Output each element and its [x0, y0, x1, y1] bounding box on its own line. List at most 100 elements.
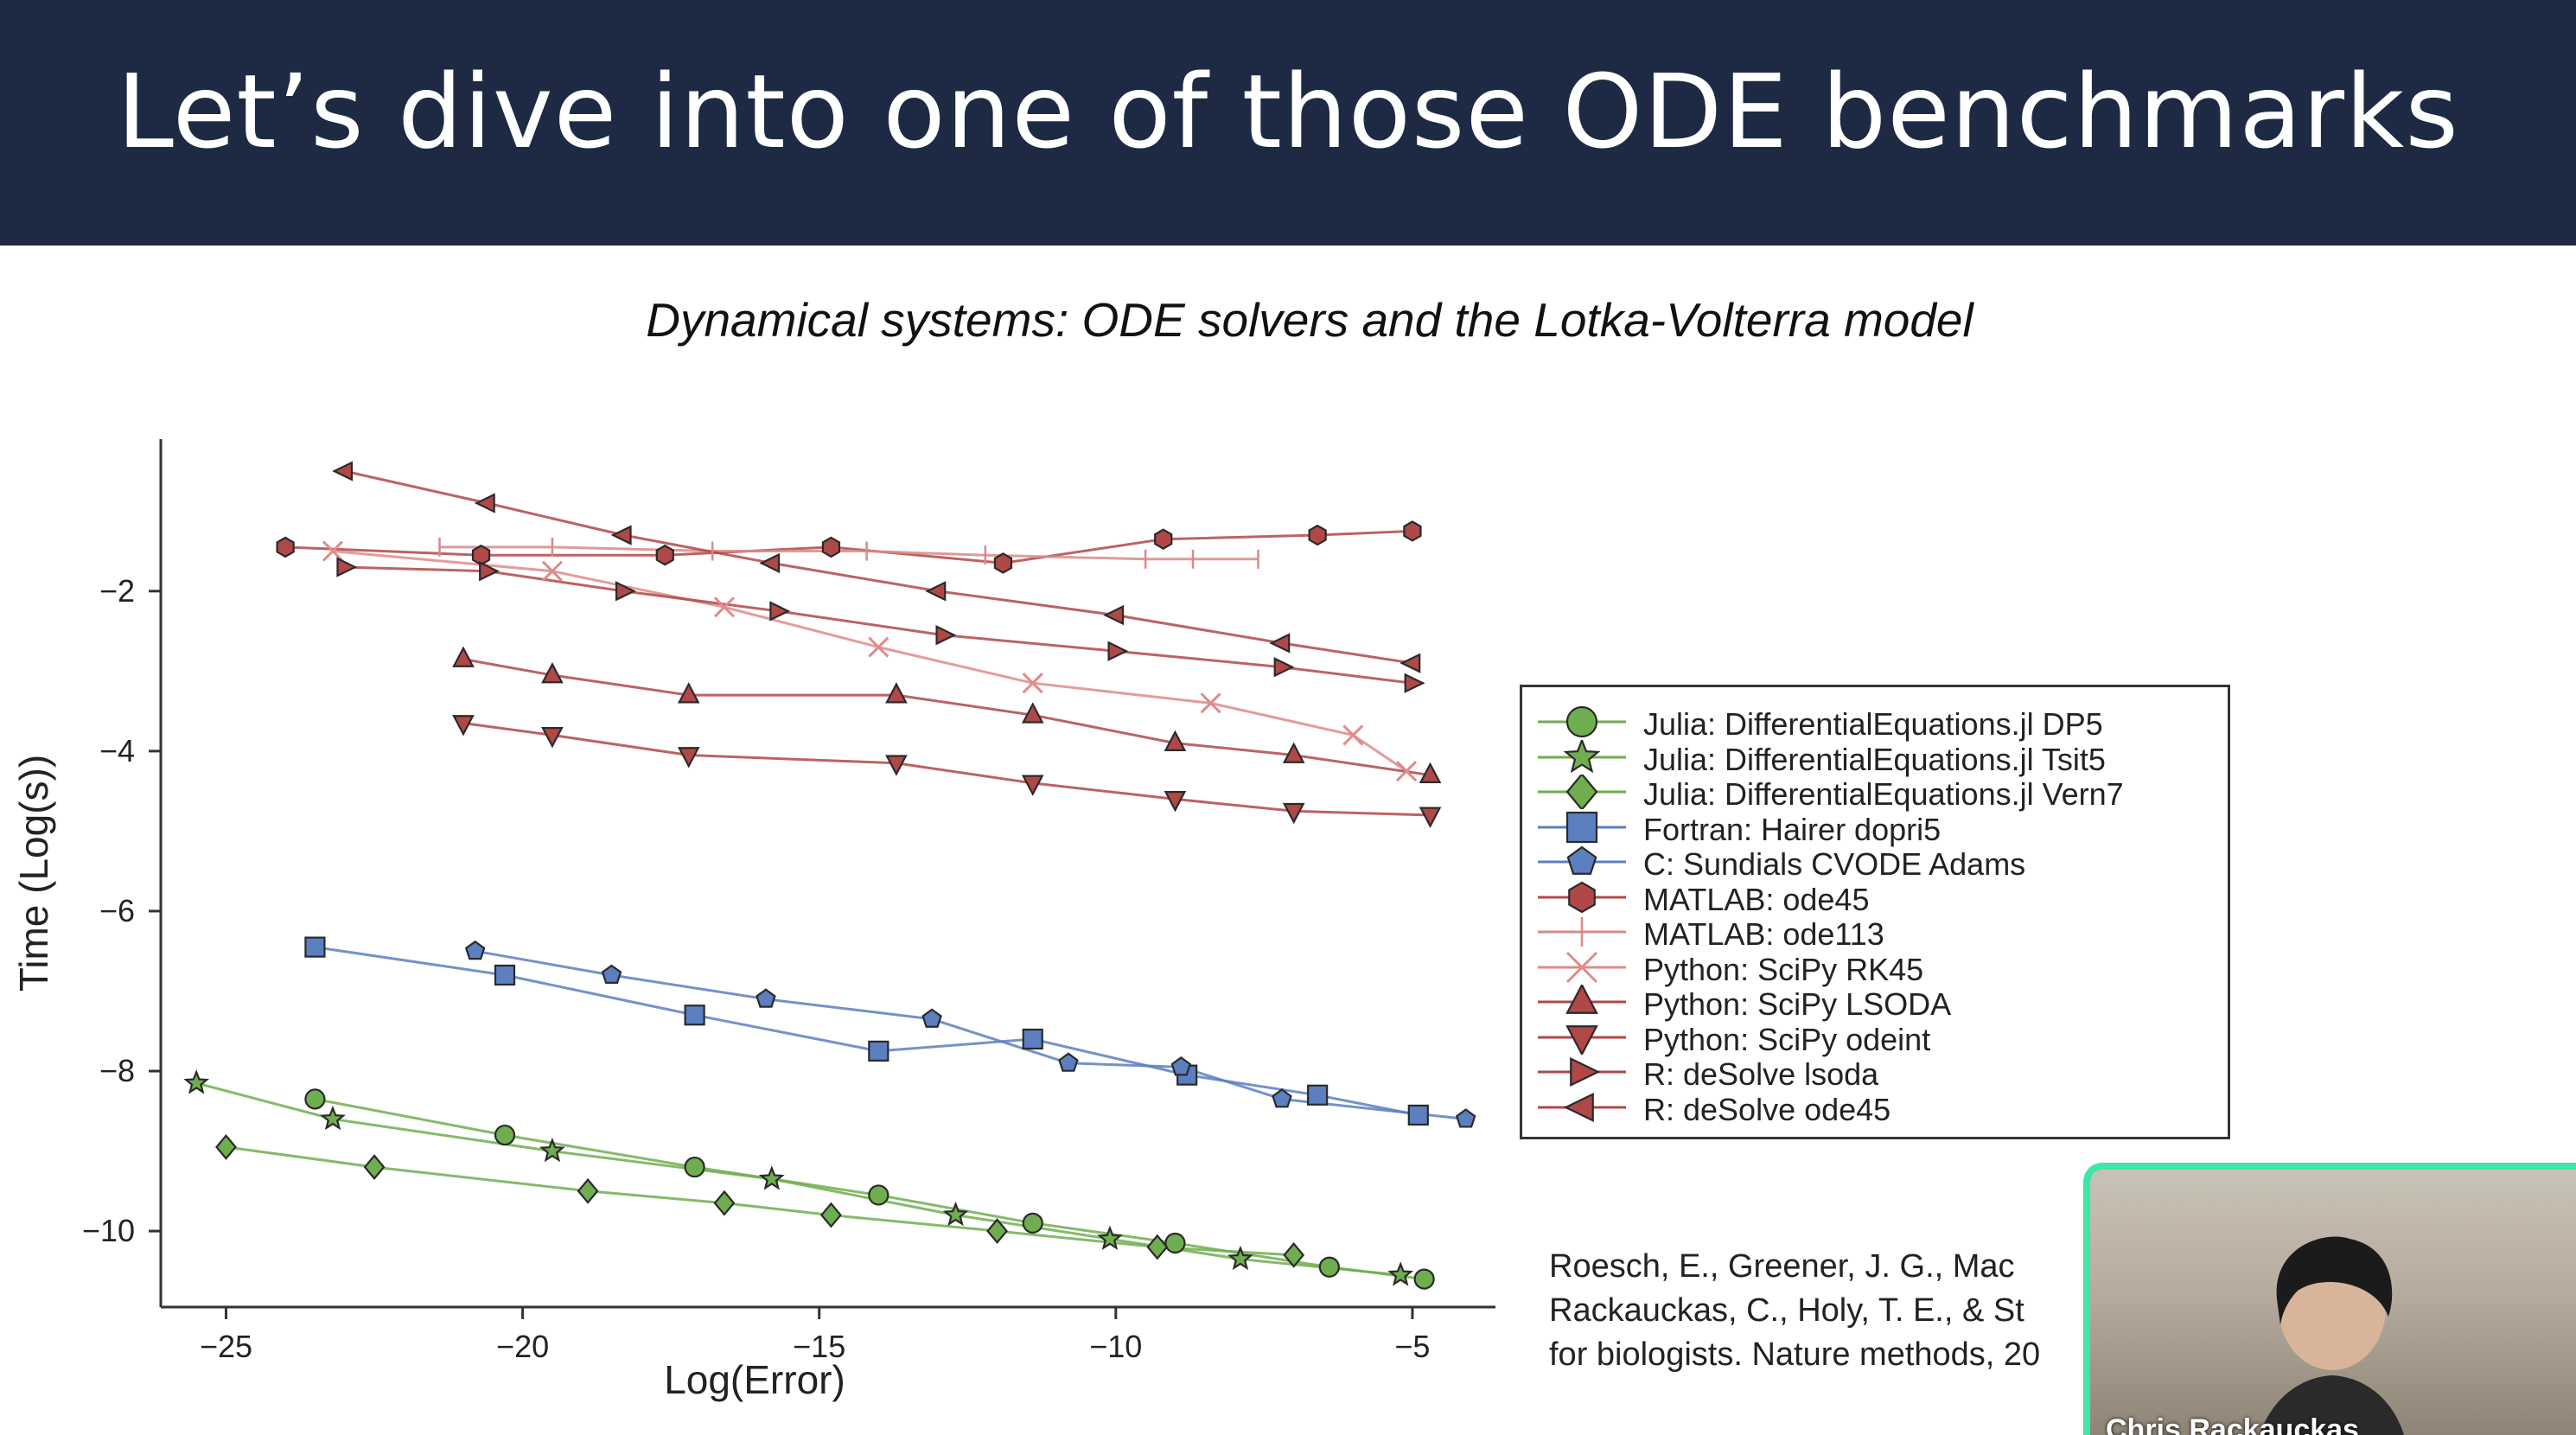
legend-marker [1565, 705, 1598, 738]
data-point-s7-p7 [1396, 760, 1418, 782]
data-point-s9-p0 [452, 715, 475, 737]
data-point-s4-p7 [1455, 1108, 1476, 1128]
legend-label: Julia: DifferentialEquations.jl Tsit5 [1643, 741, 2106, 777]
data-point-s5-p2 [655, 544, 674, 566]
citation: Roesch, E., Greener, J. G., Mac Rackauck… [1549, 1245, 2085, 1377]
data-point-s9-p7 [1419, 807, 1442, 828]
x-tick-label: −5 [1394, 1329, 1430, 1364]
data-point-s8-p3 [885, 682, 908, 704]
series-line-10 [344, 565, 1413, 685]
legend-marker [1563, 739, 1601, 773]
data-point-s11-p5 [1103, 604, 1125, 626]
data-point-s3-p7 [1407, 1104, 1429, 1126]
series-line-2 [226, 1145, 1294, 1257]
data-point-s11-p2 [610, 525, 632, 545]
data-point-s1-p1 [320, 1105, 346, 1131]
y-tick-label: −8 [99, 1053, 135, 1088]
legend-label: Julia: DifferentialEquations.jl Vern7 [1643, 776, 2124, 812]
legend-item: Python: SciPy odeint [1522, 1020, 2231, 1057]
data-point-s3-p3 [868, 1040, 889, 1062]
data-point-s7-p5 [1200, 692, 1221, 714]
data-point-s9-p3 [885, 755, 908, 776]
data-point-s2-p1 [363, 1154, 386, 1180]
legend-item: R: deSolve lsoda [1522, 1055, 2231, 1092]
data-point-s5-p1 [471, 544, 491, 566]
legend-label: MATLAB: ode113 [1643, 916, 1884, 952]
data-point-s8-p0 [452, 646, 475, 667]
data-point-s11-p1 [474, 493, 495, 513]
data-point-s9-p4 [1021, 775, 1044, 796]
data-point-s5-p7 [1403, 520, 1422, 542]
presenter-video-icon [2259, 1236, 2404, 1435]
data-point-s7-p2 [713, 596, 735, 618]
legend-marker [1568, 881, 1596, 913]
legend-item: Python: SciPy RK45 [1522, 950, 2231, 987]
data-point-s8-p1 [541, 661, 564, 684]
data-point-s1-p0 [183, 1069, 210, 1094]
chart-title: Dynamical systems: ODE solvers and the L… [646, 293, 1973, 347]
series-line-1 [195, 1081, 1401, 1277]
citation-line-3: for biologists. Nature methods, 20 [1549, 1336, 2041, 1373]
data-point-s0-p2 [684, 1156, 705, 1178]
legend-item: Python: SciPy LSODA [1522, 985, 2231, 1022]
data-point-s3-p0 [304, 936, 326, 958]
data-point-s5-p0 [276, 536, 295, 558]
data-point-s1-p2 [539, 1137, 565, 1163]
data-point-s0-p3 [868, 1184, 889, 1206]
data-point-s1-p7 [1387, 1261, 1414, 1286]
data-point-s4-p2 [756, 988, 776, 1008]
data-point-s11-p6 [1269, 633, 1291, 654]
slide-header: Let’s dive into one of those ODE benchma… [0, 0, 2576, 246]
data-point-s4-p3 [921, 1008, 942, 1028]
data-point-s0-p6 [1318, 1256, 1340, 1278]
legend-marker-icon [1538, 917, 1626, 947]
webcam-overlay: Chris Rackauckas [2083, 1163, 2576, 1435]
series-line-3 [315, 946, 1419, 1117]
data-point-s2-p0 [215, 1134, 237, 1160]
legend-item: MATLAB: ode113 [1522, 915, 2231, 952]
data-point-s0-p0 [304, 1088, 326, 1110]
data-point-s1-p4 [942, 1201, 969, 1227]
legend-marker [1565, 811, 1598, 843]
legend-marker [1565, 951, 1598, 983]
data-point-s2-p5 [986, 1218, 1009, 1245]
data-point-s3-p6 [1307, 1084, 1329, 1106]
legend-marker-icon [1538, 739, 1626, 773]
data-point-s7-p4 [1022, 673, 1043, 694]
legend-item: Julia: DifferentialEquations.jl Vern7 [1522, 775, 2231, 812]
chart-series-markers [183, 461, 1476, 1290]
legend-item: MATLAB: ode45 [1522, 880, 2231, 917]
data-point-s11-p4 [925, 581, 947, 602]
chart-legend: Julia: DifferentialEquations.jl DP5 Julia… [1520, 685, 2230, 1139]
data-point-s11-p3 [759, 552, 781, 574]
data-point-s10-p2 [615, 581, 636, 602]
data-point-s8-p6 [1282, 742, 1305, 763]
legend-marker-icon [1538, 951, 1626, 983]
data-point-s5-p3 [821, 536, 841, 558]
x-tick-label: −10 [1089, 1329, 1142, 1364]
data-point-s10-p7 [1404, 673, 1425, 693]
legend-marker-icon [1538, 705, 1626, 738]
data-point-s2-p4 [819, 1202, 842, 1228]
legend-marker-icon [1538, 1056, 1626, 1087]
data-point-s9-p2 [677, 747, 700, 769]
legend-marker-icon [1538, 1092, 1626, 1122]
data-point-s8-p4 [1021, 702, 1044, 724]
data-point-s11-p0 [332, 461, 354, 482]
y-tick-label: −2 [99, 573, 135, 609]
x-axis-label: Log(Error) [664, 1357, 845, 1402]
legend-marker-icon [1538, 845, 1626, 875]
legend-item: R: deSolve ode45 [1522, 1090, 2231, 1127]
data-point-s5-p5 [1154, 528, 1173, 550]
data-point-s10-p6 [1273, 657, 1295, 678]
data-point-s10-p0 [336, 557, 358, 577]
x-tick-label: −25 [200, 1329, 252, 1364]
data-point-s9-p5 [1164, 791, 1187, 813]
legend-item: C: Sundials CVODE Adams [1522, 845, 2231, 882]
data-point-s10-p4 [935, 625, 957, 646]
legend-marker-icon [1538, 1024, 1626, 1055]
series-line-4 [475, 949, 1466, 1120]
series-line-6 [439, 545, 1259, 561]
y-tick-label: −4 [99, 733, 135, 769]
